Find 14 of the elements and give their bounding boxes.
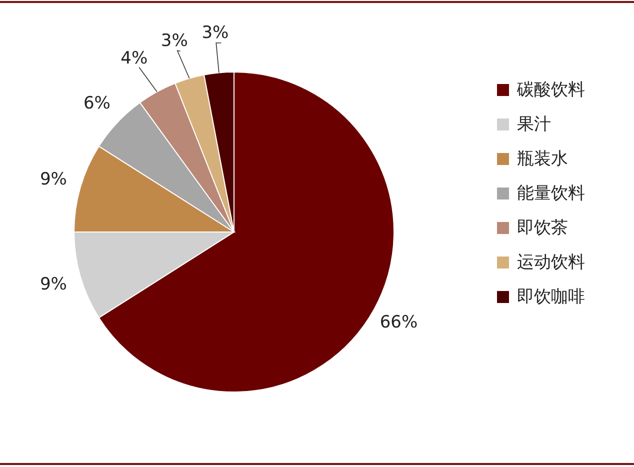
legend-label: 能量饮料 — [517, 184, 585, 204]
data-label: 4% — [120, 48, 148, 69]
legend-label: 即饮咖啡 — [517, 287, 585, 307]
legend-label: 果汁 — [517, 114, 551, 134]
data-label: 3% — [160, 31, 188, 52]
legend-label: 碳酸饮料 — [516, 80, 585, 100]
data-label: 6% — [83, 93, 110, 114]
legend-label: 运动饮料 — [517, 252, 585, 272]
legend-label: 即饮茶 — [517, 218, 568, 238]
data-label: 9% — [40, 170, 67, 190]
data-label: 66% — [380, 312, 418, 333]
data-label: 3% — [202, 22, 229, 43]
legend-label: 瓶装水 — [517, 149, 568, 169]
data-label: 9% — [40, 274, 67, 294]
